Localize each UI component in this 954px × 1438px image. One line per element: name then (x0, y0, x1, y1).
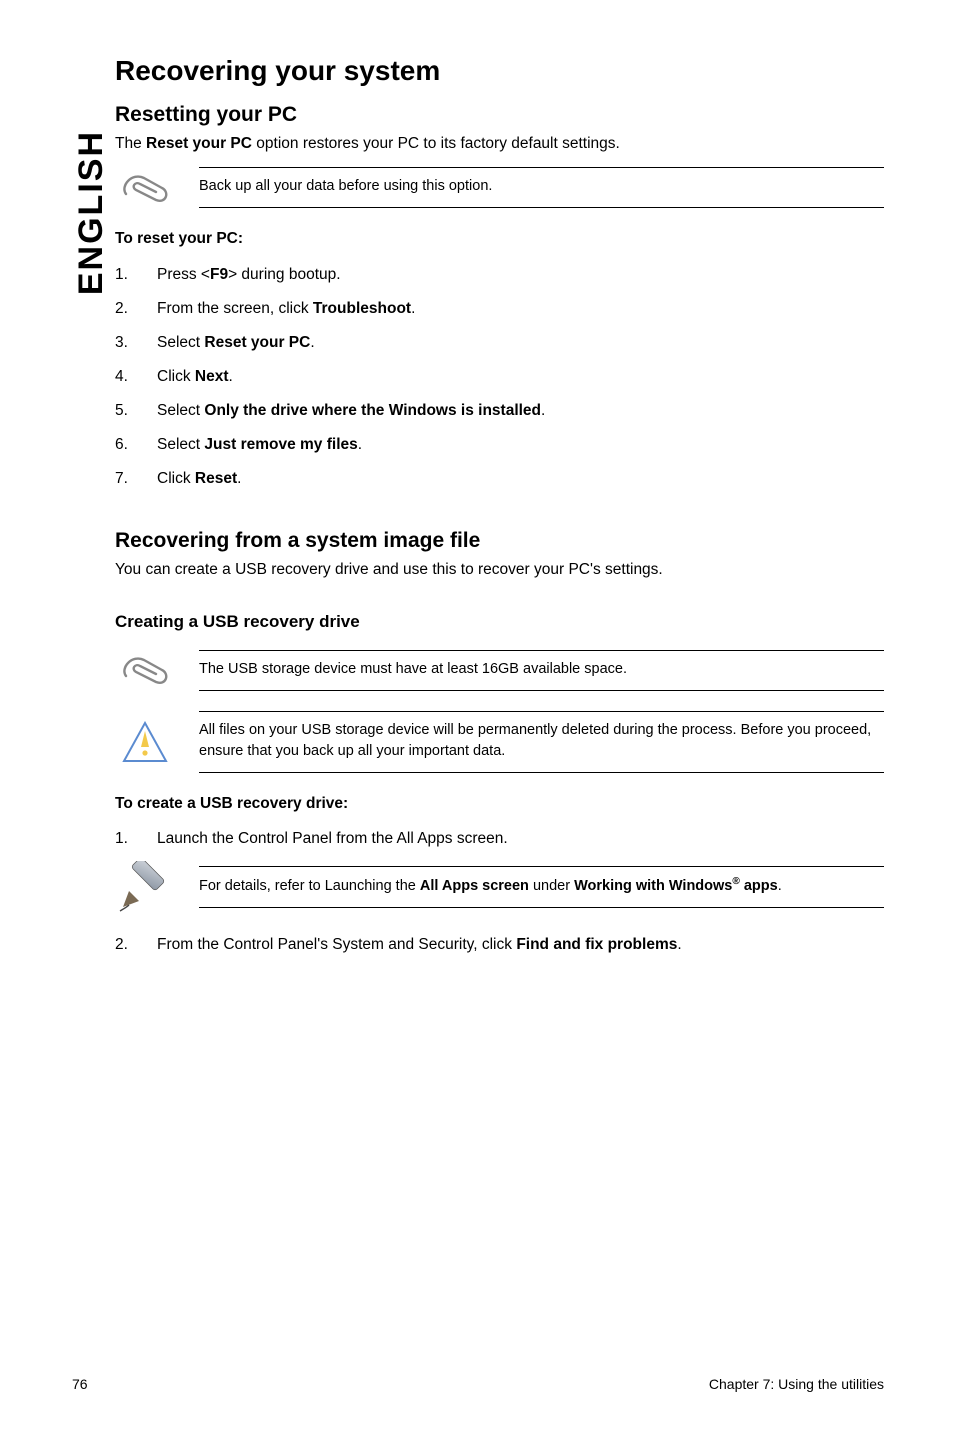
text: Click (157, 368, 195, 385)
text: . (541, 402, 545, 419)
text: Working with Windows (574, 878, 732, 894)
text: . (310, 334, 314, 351)
list-item: Click Next. (115, 365, 884, 389)
reset-steps-list: Press <F9> during bootup. From the scree… (115, 263, 884, 491)
text-bold: Working with Windows® apps (574, 878, 778, 894)
text: Select (157, 436, 204, 453)
text: . (677, 936, 681, 953)
warning-icon (115, 721, 175, 763)
create-usb-list-2: From the Control Panel's System and Secu… (115, 933, 884, 957)
text: From the screen, click (157, 300, 313, 317)
text: Press < (157, 266, 210, 283)
recover-intro: You can create a USB recovery drive and … (115, 559, 884, 581)
text: From the Control Panel's System and Secu… (157, 936, 516, 953)
page: ENGLISH Recovering your system Resetting… (0, 0, 954, 1438)
reset-steps-heading: To reset your PC: (115, 228, 884, 250)
text: . (411, 300, 415, 317)
text: Select (157, 334, 204, 351)
text: Select (157, 402, 204, 419)
reset-intro: The Reset your PC option restores your P… (115, 133, 884, 155)
note-text: The USB storage device must have at leas… (199, 659, 884, 680)
note-backup: Back up all your data before using this … (115, 167, 884, 208)
reset-heading: Resetting your PC (115, 103, 884, 127)
create-usb-list: Launch the Control Panel from the All Ap… (115, 827, 884, 851)
chapter-label: Chapter 7: Using the utilities (709, 1376, 884, 1392)
text: The (115, 135, 146, 152)
text: > during bootup. (228, 266, 340, 283)
note-text-wrap: The USB storage device must have at leas… (199, 650, 884, 691)
page-title: Recovering your system (115, 55, 884, 87)
note-warning: All files on your USB storage device wil… (115, 711, 884, 773)
tip-all-apps: For details, refer to Launching the All … (115, 861, 884, 913)
list-item: Press <F9> during bootup. (115, 263, 884, 287)
note-usb-space: The USB storage device must have at leas… (115, 650, 884, 691)
text-bold: Reset your PC (146, 135, 252, 152)
text: . (358, 436, 362, 453)
text: under (529, 878, 574, 894)
recover-heading: Recovering from a system image file (115, 529, 884, 553)
list-item: Select Only the drive where the Windows … (115, 399, 884, 423)
create-usb-heading: To create a USB recovery drive: (115, 793, 884, 815)
paperclip-icon (115, 168, 175, 208)
registered-icon: ® (732, 876, 739, 887)
text: Click (157, 470, 195, 487)
list-item: Select Reset your PC. (115, 331, 884, 355)
note-text-wrap: For details, refer to Launching the All … (199, 866, 884, 908)
list-item: Select Just remove my files. (115, 433, 884, 457)
page-footer: 76 Chapter 7: Using the utilities (72, 1376, 884, 1392)
text: . (237, 470, 241, 487)
text-bold: Troubleshoot (313, 300, 411, 317)
text: . (778, 878, 782, 894)
note-text: Back up all your data before using this … (199, 176, 884, 197)
text-bold: Just remove my files (204, 436, 357, 453)
note-text: For details, refer to Launching the All … (199, 875, 884, 897)
text-bold: Only the drive where the Windows is inst… (204, 402, 541, 419)
note-text: All files on your USB storage device wil… (199, 720, 884, 762)
text-bold: Reset your PC (204, 334, 310, 351)
note-text-wrap: Back up all your data before using this … (199, 167, 884, 208)
recover-sub-heading: Creating a USB recovery drive (115, 612, 884, 632)
content-area: Recovering your system Resetting your PC… (115, 55, 884, 967)
pencil-icon (115, 861, 175, 913)
text-bold: F9 (210, 266, 228, 283)
text: For details, refer to Launching the (199, 878, 420, 894)
text-bold: All Apps screen (420, 878, 529, 894)
text-bold: Find and fix problems (516, 936, 677, 953)
text: Launch the Control Panel from the All Ap… (157, 827, 508, 851)
list-item: From the screen, click Troubleshoot. (115, 297, 884, 321)
list-item: Click Reset. (115, 467, 884, 491)
text: apps (740, 878, 778, 894)
page-number: 76 (72, 1376, 88, 1392)
text: option restores your PC to its factory d… (252, 135, 620, 152)
list-item: Launch the Control Panel from the All Ap… (115, 827, 884, 851)
text-bold: Next (195, 368, 229, 385)
note-text-wrap: All files on your USB storage device wil… (199, 711, 884, 773)
list-item: From the Control Panel's System and Secu… (115, 933, 884, 957)
paperclip-icon (115, 650, 175, 690)
text: . (229, 368, 233, 385)
text-bold: Reset (195, 470, 237, 487)
language-tab: ENGLISH (72, 130, 111, 295)
